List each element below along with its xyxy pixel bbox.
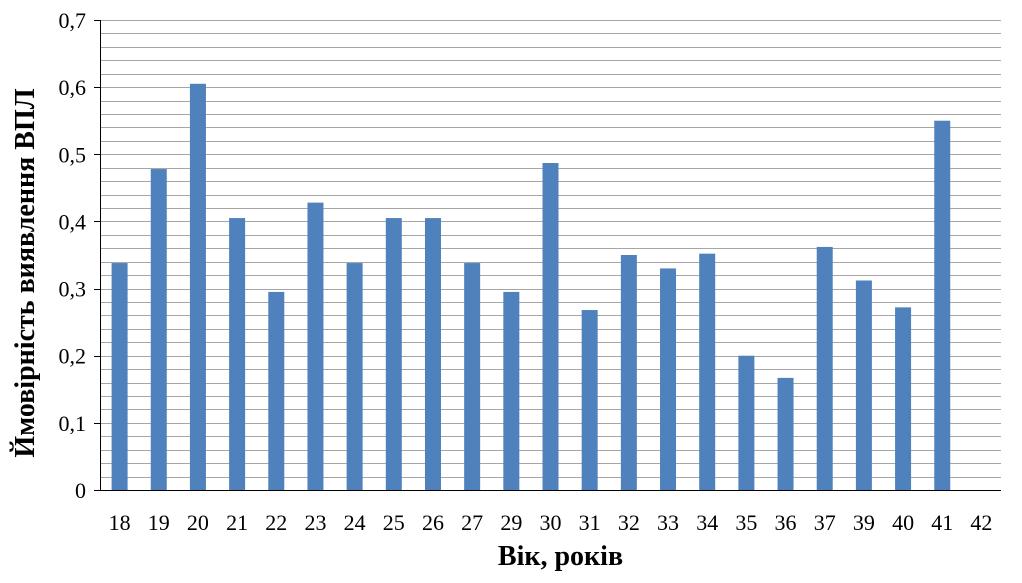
x-tick-labels: 18 19 20 21 22 23 24 25 26 27 29 30 31 32 33 34 35 36 37 39… — [109, 510, 993, 535]
bar-26 — [425, 218, 441, 490]
bar-22 — [268, 292, 284, 490]
y-tick-label: 0,1 — [59, 411, 87, 436]
bar-32 — [621, 255, 637, 490]
bar-18 — [112, 263, 128, 490]
x-tick-label: 20 — [187, 510, 209, 535]
x-tick-label: 27 — [461, 510, 483, 535]
x-tick-label: 22 — [265, 510, 287, 535]
bar-40 — [895, 307, 911, 490]
bar-23 — [307, 203, 323, 490]
bar-41 — [934, 121, 950, 490]
y-tick-label: 0,4 — [59, 209, 87, 234]
x-tick-label: 36 — [775, 510, 797, 535]
bar-33 — [660, 268, 676, 490]
x-tick-label: 32 — [618, 510, 640, 535]
bar-37 — [817, 247, 833, 490]
bar-21 — [229, 218, 245, 490]
y-axis-title: Ймовірність виявлення ВПЛ — [10, 88, 41, 457]
bars — [112, 84, 951, 490]
x-tick-label: 39 — [853, 510, 875, 535]
x-tick-label: 25 — [383, 510, 405, 535]
x-tick-label: 24 — [344, 510, 366, 535]
x-tick-label: 35 — [735, 510, 757, 535]
x-tick-label: 19 — [148, 510, 170, 535]
bar-31 — [582, 310, 598, 490]
y-tick-labels: 0 0,1 0,2 0,3 0,4 0,5 0,6 0,7 — [59, 8, 101, 503]
bar-34 — [699, 254, 715, 490]
bar-27 — [464, 263, 480, 490]
bar-30 — [543, 163, 559, 490]
bar-35 — [738, 356, 754, 490]
y-tick-label: 0,7 — [59, 8, 87, 33]
x-tick-label: 31 — [579, 510, 601, 535]
y-tick-label: 0,2 — [59, 344, 87, 369]
bar-19 — [151, 169, 167, 490]
x-tick-label: 34 — [696, 510, 718, 535]
bar-39 — [856, 281, 872, 490]
x-tick-label: 18 — [109, 510, 131, 535]
y-tick-label: 0,3 — [59, 277, 87, 302]
x-tick-label: 30 — [540, 510, 562, 535]
x-tick-label: 23 — [304, 510, 326, 535]
x-tick-label: 21 — [226, 510, 248, 535]
x-tick-label: 33 — [657, 510, 679, 535]
x-tick-label: 26 — [422, 510, 444, 535]
x-tick-label: 41 — [931, 510, 953, 535]
x-tick-label: 37 — [814, 510, 836, 535]
bar-36 — [778, 378, 794, 490]
bar-29 — [503, 292, 519, 490]
y-tick-label: 0,6 — [59, 75, 87, 100]
y-tick-label: 0 — [75, 478, 86, 503]
bar-24 — [347, 263, 363, 490]
x-tick-label: 42 — [970, 510, 992, 535]
x-tick-label: 40 — [892, 510, 914, 535]
y-tick-label: 0,5 — [59, 142, 87, 167]
bar-20 — [190, 84, 206, 490]
x-tick-label: 29 — [500, 510, 522, 535]
bar-25 — [386, 218, 402, 490]
x-axis-title: Вік, років — [498, 541, 623, 572]
